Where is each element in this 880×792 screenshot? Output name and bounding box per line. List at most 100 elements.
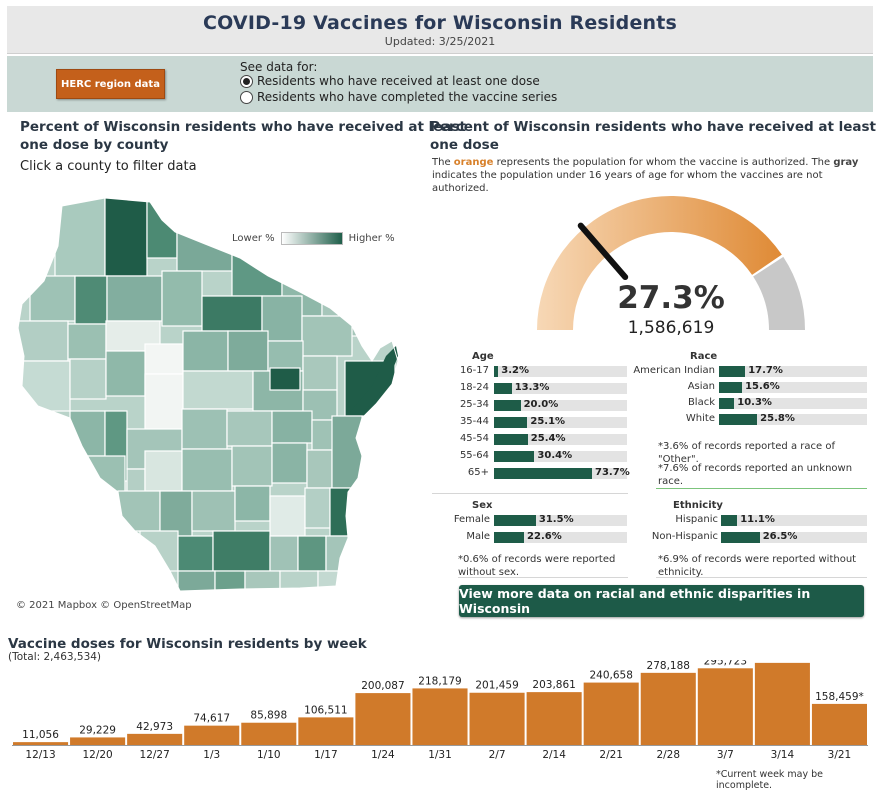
weekly-tick-label: 12/20 xyxy=(82,749,112,761)
county-shape[interactable] xyxy=(146,199,178,259)
county-shape[interactable] xyxy=(69,410,106,457)
demo-bar xyxy=(494,366,499,377)
county-shape[interactable] xyxy=(306,449,333,489)
weekly-bar[interactable] xyxy=(298,717,354,745)
county-shape[interactable] xyxy=(182,370,254,410)
county-shape[interactable] xyxy=(329,487,356,537)
divider xyxy=(458,577,628,578)
county-shape[interactable] xyxy=(269,367,301,391)
county-shape[interactable] xyxy=(69,358,107,400)
demo-bar-track: 3.2% xyxy=(494,365,627,377)
weekly-bar[interactable] xyxy=(526,692,582,745)
county-shape[interactable] xyxy=(159,490,193,537)
county-shape[interactable] xyxy=(54,196,106,277)
radio-button-selected[interactable] xyxy=(240,74,253,88)
county-shape[interactable] xyxy=(226,410,273,447)
county-shape[interactable] xyxy=(29,275,76,322)
weekly-bar[interactable] xyxy=(355,693,411,745)
county-shape[interactable] xyxy=(201,295,263,332)
weekly-bar-value: 218,179 xyxy=(418,675,461,687)
sex-note: *0.6% of records were reported without s… xyxy=(458,554,616,578)
county-shape[interactable] xyxy=(139,530,179,572)
weekly-tick-label: 2/7 xyxy=(489,749,506,761)
demo-bar xyxy=(719,398,735,409)
weekly-bar[interactable] xyxy=(697,668,753,745)
weekly-bar[interactable] xyxy=(640,672,696,745)
door-county-peninsula[interactable] xyxy=(350,346,398,412)
radio-one-dose[interactable]: Residents who have received at least one… xyxy=(240,74,540,88)
weekly-bar[interactable] xyxy=(412,688,468,745)
county-shape[interactable] xyxy=(67,323,107,360)
weekly-tick-label: 1/17 xyxy=(314,749,338,761)
county-shape[interactable] xyxy=(271,410,313,444)
demo-bar-track: 13.3% xyxy=(494,382,627,394)
county-shape[interactable] xyxy=(104,196,148,277)
demo-row-label: Non-Hispanic xyxy=(651,531,718,542)
county-shape[interactable] xyxy=(191,490,236,532)
demo-bar-track: 25.1% xyxy=(494,416,627,428)
county-shape[interactable] xyxy=(304,487,331,529)
county-shape[interactable] xyxy=(301,315,353,357)
county-shape[interactable] xyxy=(214,570,246,596)
county-shape[interactable] xyxy=(161,270,203,327)
weekly-bar[interactable] xyxy=(13,742,69,745)
radio-button[interactable] xyxy=(240,90,253,104)
county-shape[interactable] xyxy=(176,225,233,272)
county-shape[interactable] xyxy=(18,320,69,362)
gauge-authorized-band xyxy=(537,196,782,330)
county-shape[interactable] xyxy=(244,570,281,596)
weekly-bar[interactable] xyxy=(811,703,867,745)
weekly-bar[interactable] xyxy=(127,733,183,745)
weekly-bar[interactable] xyxy=(583,682,639,745)
county-shape[interactable] xyxy=(331,415,363,489)
page-title: COVID-19 Vaccines for Wisconsin Resident… xyxy=(202,12,678,34)
county-shape[interactable] xyxy=(267,340,304,372)
demo-heading: Ethnicity xyxy=(673,500,723,511)
disparities-button[interactable]: View more data on racial and ethnic disp… xyxy=(459,585,864,617)
weekly-bar[interactable] xyxy=(754,662,810,745)
county-shape[interactable] xyxy=(269,535,299,572)
county-shape[interactable] xyxy=(231,245,283,297)
weekly-bar[interactable] xyxy=(241,722,297,745)
county-shape[interactable] xyxy=(181,448,233,492)
weekly-bar[interactable] xyxy=(70,737,126,745)
county-shape[interactable] xyxy=(144,373,184,430)
county-shape[interactable] xyxy=(144,343,184,375)
county-shape[interactable] xyxy=(19,360,71,412)
demo-bar-value: 31.5% xyxy=(538,514,574,525)
county-shape[interactable] xyxy=(231,445,273,487)
demo-bar-value: 30.4% xyxy=(537,450,573,461)
county-shape[interactable] xyxy=(279,570,319,596)
demo-bar xyxy=(721,532,760,543)
county-shape[interactable] xyxy=(234,485,271,522)
county-shape[interactable] xyxy=(269,495,306,537)
county-shape[interactable] xyxy=(317,570,349,596)
county-shape[interactable] xyxy=(117,490,161,532)
county-map[interactable] xyxy=(0,186,420,606)
county-shape[interactable] xyxy=(182,330,229,372)
county-shape[interactable] xyxy=(181,408,228,450)
county-shape[interactable] xyxy=(212,530,271,572)
demo-bar xyxy=(494,532,525,543)
legend-gradient xyxy=(280,232,343,245)
county-shape[interactable] xyxy=(177,535,214,572)
weekly-bar-value: 29,229 xyxy=(79,724,116,736)
demo-row-label: Hispanic xyxy=(675,514,718,525)
county-shape[interactable] xyxy=(297,535,327,572)
radio-completed-series[interactable]: Residents who have completed the vaccine… xyxy=(240,90,557,104)
weekly-bar[interactable] xyxy=(184,725,240,745)
herc-region-button[interactable]: HERC region data xyxy=(56,69,165,99)
weekly-tick-label: 1/10 xyxy=(257,749,281,761)
county-shape[interactable] xyxy=(74,275,108,325)
county-shape[interactable] xyxy=(227,330,269,372)
county-shape[interactable] xyxy=(271,442,308,484)
weekly-bar[interactable] xyxy=(469,692,525,745)
gauge-count: 1,586,619 xyxy=(627,318,715,338)
county-shape[interactable] xyxy=(144,450,183,492)
county-shape[interactable] xyxy=(177,570,216,596)
county-shape[interactable] xyxy=(106,275,163,322)
county-shape[interactable] xyxy=(302,355,338,391)
weekly-tick-label: 2/21 xyxy=(599,749,623,761)
weekly-bar-value: 240,658 xyxy=(589,670,632,682)
county-shape[interactable] xyxy=(105,350,146,397)
